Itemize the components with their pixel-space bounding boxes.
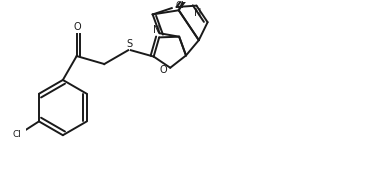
Text: Cl: Cl [13, 130, 21, 139]
Text: O: O [73, 22, 81, 32]
Text: N: N [194, 8, 201, 18]
Text: O: O [159, 65, 167, 75]
Text: Cl: Cl [176, 2, 185, 10]
Text: S: S [126, 39, 132, 49]
Text: N: N [153, 26, 160, 36]
